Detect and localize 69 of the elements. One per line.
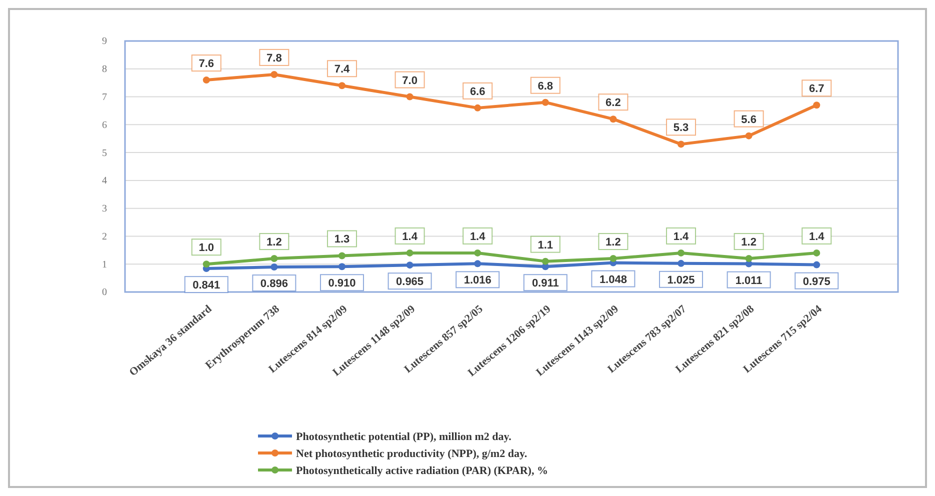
point <box>406 249 414 256</box>
data-label: 0.965 <box>396 276 424 288</box>
data-label: 0.911 <box>532 278 559 290</box>
point <box>678 140 685 148</box>
point <box>474 249 482 256</box>
point <box>202 76 210 84</box>
y-tick-label: 8 <box>102 64 107 76</box>
point <box>270 264 278 271</box>
point <box>474 104 482 112</box>
point <box>338 82 346 90</box>
data-label: 7.8 <box>266 52 282 64</box>
y-tick-label: 9 <box>102 36 107 48</box>
point <box>474 260 482 268</box>
point <box>813 102 820 109</box>
data-label: 1.2 <box>741 236 756 249</box>
data-label: 1.048 <box>599 274 627 286</box>
point <box>270 255 278 262</box>
y-tick-label: 2 <box>102 231 107 242</box>
point <box>678 249 685 256</box>
point <box>745 255 752 262</box>
point <box>678 260 685 267</box>
data-label: 7.4 <box>334 64 351 76</box>
point <box>542 98 549 106</box>
legend-label: Photosynthetic potential (PP), million m2 day. <box>296 431 512 443</box>
point <box>813 261 820 268</box>
data-label: 7.0 <box>402 74 418 87</box>
point <box>338 263 346 270</box>
legend-label: Net photosynthetic productivity (NPP), g/m2 day. <box>296 448 528 460</box>
data-label: 6.7 <box>808 83 824 96</box>
y-tick-label: 7 <box>102 92 107 103</box>
data-label: 1.011 <box>735 274 762 287</box>
point <box>270 70 278 78</box>
point <box>406 93 414 100</box>
point <box>745 132 752 140</box>
data-label: 0.841 <box>192 280 220 292</box>
y-tick-label: 5 <box>102 148 107 159</box>
point <box>610 255 617 262</box>
data-label: 7.6 <box>198 58 214 70</box>
point <box>542 258 549 265</box>
data-label: 1.4 <box>808 230 826 243</box>
data-label: 5.3 <box>673 122 689 134</box>
y-tick-label: 4 <box>102 176 107 187</box>
point <box>406 262 414 269</box>
data-label: 1.0 <box>198 242 214 254</box>
data-label: 0.910 <box>328 278 356 290</box>
y-tick-label: 1 <box>102 259 107 270</box>
y-tick-label: 3 <box>102 204 107 215</box>
data-label: 1.2 <box>266 236 282 249</box>
data-label: 1.025 <box>667 274 695 286</box>
data-label: 0.975 <box>802 276 830 288</box>
data-label: 6.8 <box>538 80 554 92</box>
data-label: 5.6 <box>741 114 756 126</box>
legend-label: Photosynthetically active radiation (PAR) (KPAR), % <box>296 465 548 477</box>
data-label: 1.1 <box>538 239 554 252</box>
data-label: 1.2 <box>606 236 621 249</box>
point <box>202 260 210 268</box>
data-label: 6.6 <box>470 86 486 98</box>
point <box>338 252 346 260</box>
data-label: 1.4 <box>402 230 418 243</box>
data-label: 6.2 <box>606 97 621 110</box>
point <box>610 116 617 123</box>
data-label: 1.4 <box>470 230 486 243</box>
y-tick-label: 0 <box>102 287 107 298</box>
data-label: 1.016 <box>464 274 492 287</box>
data-label: 1.3 <box>334 234 350 246</box>
data-label: 1.4 <box>673 230 690 243</box>
data-label: 0.896 <box>260 278 288 290</box>
y-tick-label: 6 <box>102 120 107 131</box>
point <box>813 249 820 256</box>
